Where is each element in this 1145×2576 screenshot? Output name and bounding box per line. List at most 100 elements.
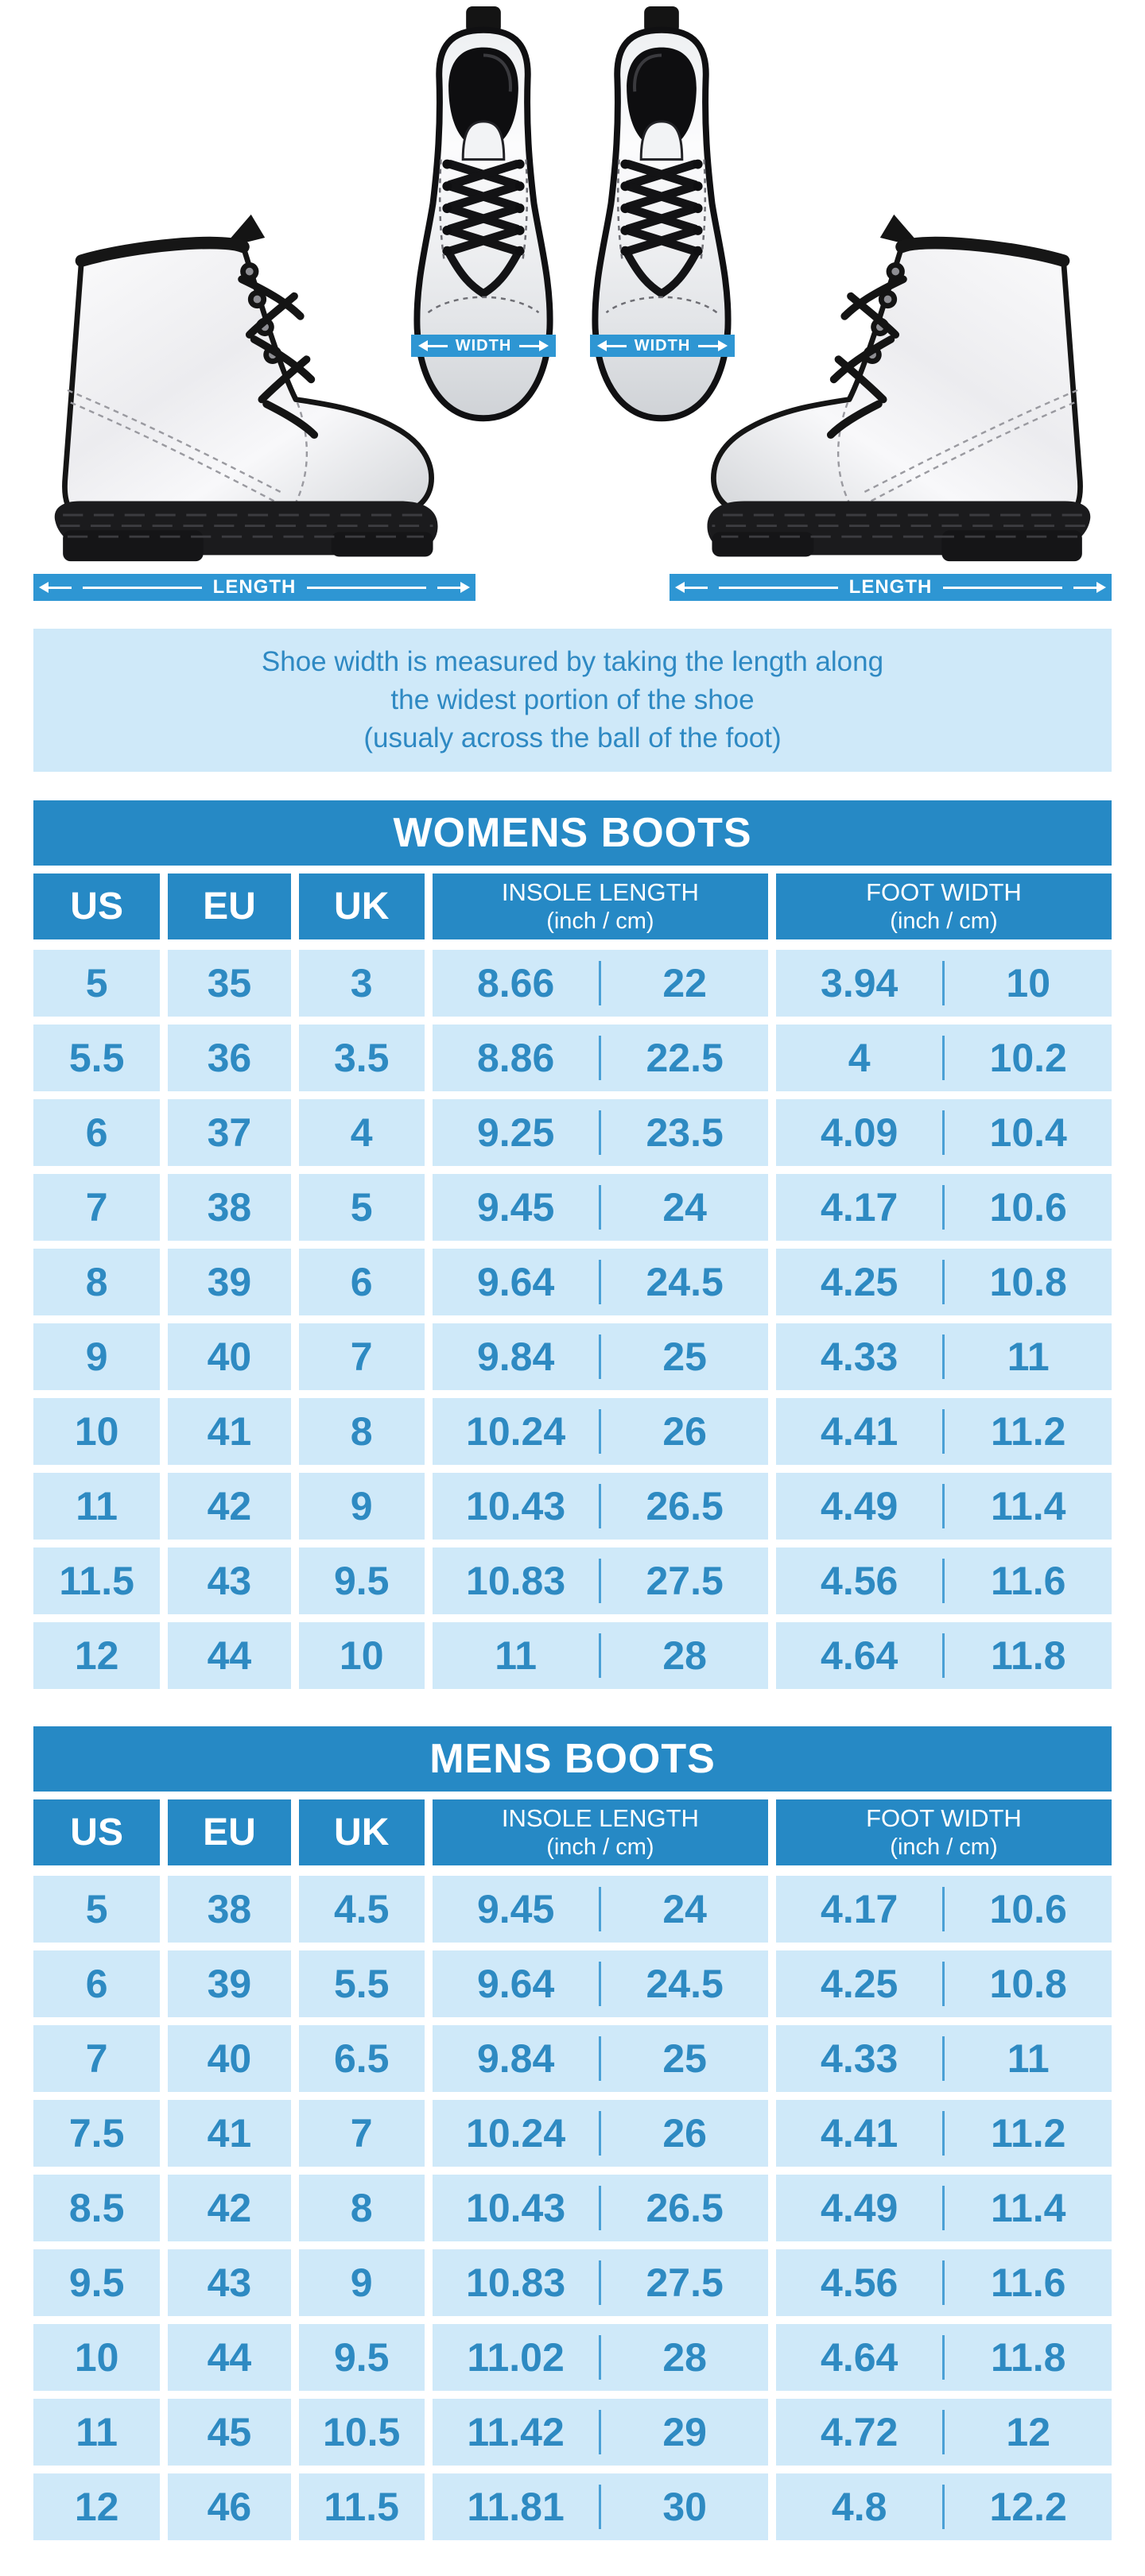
foot-inch-value: 4.33 [821,2036,899,2081]
cell-divider [599,2335,602,2380]
size-row: 6 39 5.5 9.64 24.5 4.25 10.8 [33,1950,1112,2017]
insole-cm-value: 24 [662,1887,707,1931]
boot-collar [75,236,250,267]
col-header-units: (inch / cm) [546,908,654,934]
cell-divider [942,1633,945,1678]
note-line-2: the widest portion of the shoe [390,684,755,715]
foot-inch-value: 4.56 [821,1559,899,1603]
size-row: 12 46 11.5 11.81 30 4.8 12.2 [33,2473,1112,2540]
foot-width-cell: 4 10.2 [775,1025,1112,1091]
insole-inch-value: 9.84 [476,2036,555,2081]
uk-size-cell: 4 [298,1099,425,1166]
foot-width-cell: 4.41 11.2 [775,2100,1112,2167]
foot-cm-value: 10.6 [989,1185,1067,1230]
eu-size-cell: 41 [168,1398,291,1465]
foot-width-cell: 4.25 10.8 [775,1249,1112,1315]
eu-size-cell: 46 [168,2473,291,2540]
womens-boots-table: WOMENS BOOTS US EU UK INSOLE LENGTH (inc… [33,800,1112,1689]
size-row: 8.5 42 8 10.43 26.5 4.49 11.4 [33,2175,1112,2241]
foot-width-cell: 4.33 11 [775,1323,1112,1390]
arrow-right-icon [698,344,720,347]
insole-inch-value: 11.81 [467,2485,565,2529]
foot-inch-value: 4.49 [821,1484,899,1528]
top-view-boot-left-image [413,6,553,422]
foot-width-cell: 4.56 11.6 [775,1548,1112,1614]
foot-width-cell: 4.41 11.2 [775,1398,1112,1465]
boot-ankle-opening [448,47,518,149]
cell-divider [599,2036,602,2081]
col-header-insole-length: INSOLE LENGTH (inch / cm) [432,874,768,939]
uk-size-cell: 9.5 [298,1548,425,1614]
col-header-foot-width: FOOT WIDTH (inch / cm) [775,1799,1112,1865]
arrow-left-icon [684,586,708,589]
boot-tongue [461,120,506,161]
us-size-cell: 12 [33,1622,161,1689]
stitching-seam [70,401,278,504]
eu-size-cell: 44 [168,2324,291,2391]
insole-cm-value: 30 [662,2485,707,2529]
foot-inch-value: 4.25 [821,1260,899,1304]
boot-pull-tab [466,6,501,33]
cell-divider [599,1559,602,1603]
stitching-seam [700,159,707,259]
insole-cm-value: 26 [662,1409,707,1454]
foot-width-cell: 4.25 10.8 [775,1950,1112,2017]
size-row: 5.5 36 3.5 8.86 22.5 4 10.2 [33,1025,1112,1091]
uk-size-cell: 10.5 [298,2399,425,2466]
boot-lining-highlight [633,53,662,92]
insole-length-cell: 9.84 25 [432,1323,768,1390]
arrow-line [719,586,838,589]
size-row: 7 38 5 9.45 24 4.17 10.6 [33,1174,1112,1241]
arrow-left-icon [605,344,627,347]
cell-divider [599,1962,602,2006]
foot-width-cell: 4.56 11.6 [775,2249,1112,2316]
uk-size-cell: 11.5 [298,2473,425,2540]
col-header-uk: UK [298,874,425,939]
width-measure-left: WIDTH [411,335,556,357]
eu-size-cell: 38 [168,1876,291,1943]
eu-size-cell: 41 [168,2100,291,2167]
table-body: 5 38 4.5 9.45 24 4.17 10.6 6 39 5.5 9.64 24.5 4.25 10… [33,1876,1112,2540]
foot-inch-value: 4.41 [821,1409,899,1454]
side-view-boot-left-image [54,214,438,562]
size-row: 11 42 9 10.43 26.5 4.49 11.4 [33,1473,1112,1540]
foot-cm-value: 12.2 [989,2485,1067,2529]
insole-inch-value: 10.83 [466,2260,566,2305]
col-header-title: INSOLE LENGTH [501,877,699,906]
eu-size-cell: 38 [168,1174,291,1241]
stitching-seam [438,159,445,259]
cell-divider [942,1185,945,1230]
uk-size-cell: 9 [298,2249,425,2316]
insole-cm-value: 24.5 [646,1962,724,2006]
uk-size-cell: 10 [298,1622,425,1689]
insole-inch-value: 11.02 [467,2335,565,2380]
foot-width-cell: 3.94 10 [775,950,1112,1017]
cell-divider [942,1559,945,1603]
insole-length-cell: 10.83 27.5 [432,1548,768,1614]
foot-width-cell: 4.09 10.4 [775,1099,1112,1166]
foot-width-cell: 4.17 10.6 [775,1174,1112,1241]
uk-size-cell: 8 [298,1398,425,1465]
foot-cm-value: 11.6 [990,1559,1066,1603]
insole-inch-value: 9.45 [476,1185,555,1230]
foot-width-cell: 4.64 11.8 [775,2324,1112,2391]
foot-cm-value: 11 [1007,2036,1050,2081]
us-size-cell: 7 [33,2025,161,2092]
note-line-1: Shoe width is measured by taking the len… [261,646,884,677]
cell-divider [942,1962,945,2006]
length-measure-right: LENGTH [670,574,1112,601]
size-row: 6 37 4 9.25 23.5 4.09 10.4 [33,1099,1112,1166]
insole-inch-value: 10.24 [466,2111,566,2156]
eu-size-cell: 39 [168,1249,291,1315]
foot-cm-value: 11.2 [990,2111,1066,2156]
boot-lining-highlight [483,53,512,92]
arrow-line [307,586,427,589]
cell-divider [942,1409,945,1454]
insole-length-cell: 11.81 30 [432,2473,768,2540]
stitching-seam [616,159,623,259]
stitching-seam [861,389,1078,494]
foot-cm-value: 11.4 [990,2186,1066,2230]
insole-inch-value: 9.25 [476,1110,555,1155]
insole-cm-value: 27.5 [646,1559,724,1603]
foot-inch-value: 4.56 [821,2260,899,2305]
